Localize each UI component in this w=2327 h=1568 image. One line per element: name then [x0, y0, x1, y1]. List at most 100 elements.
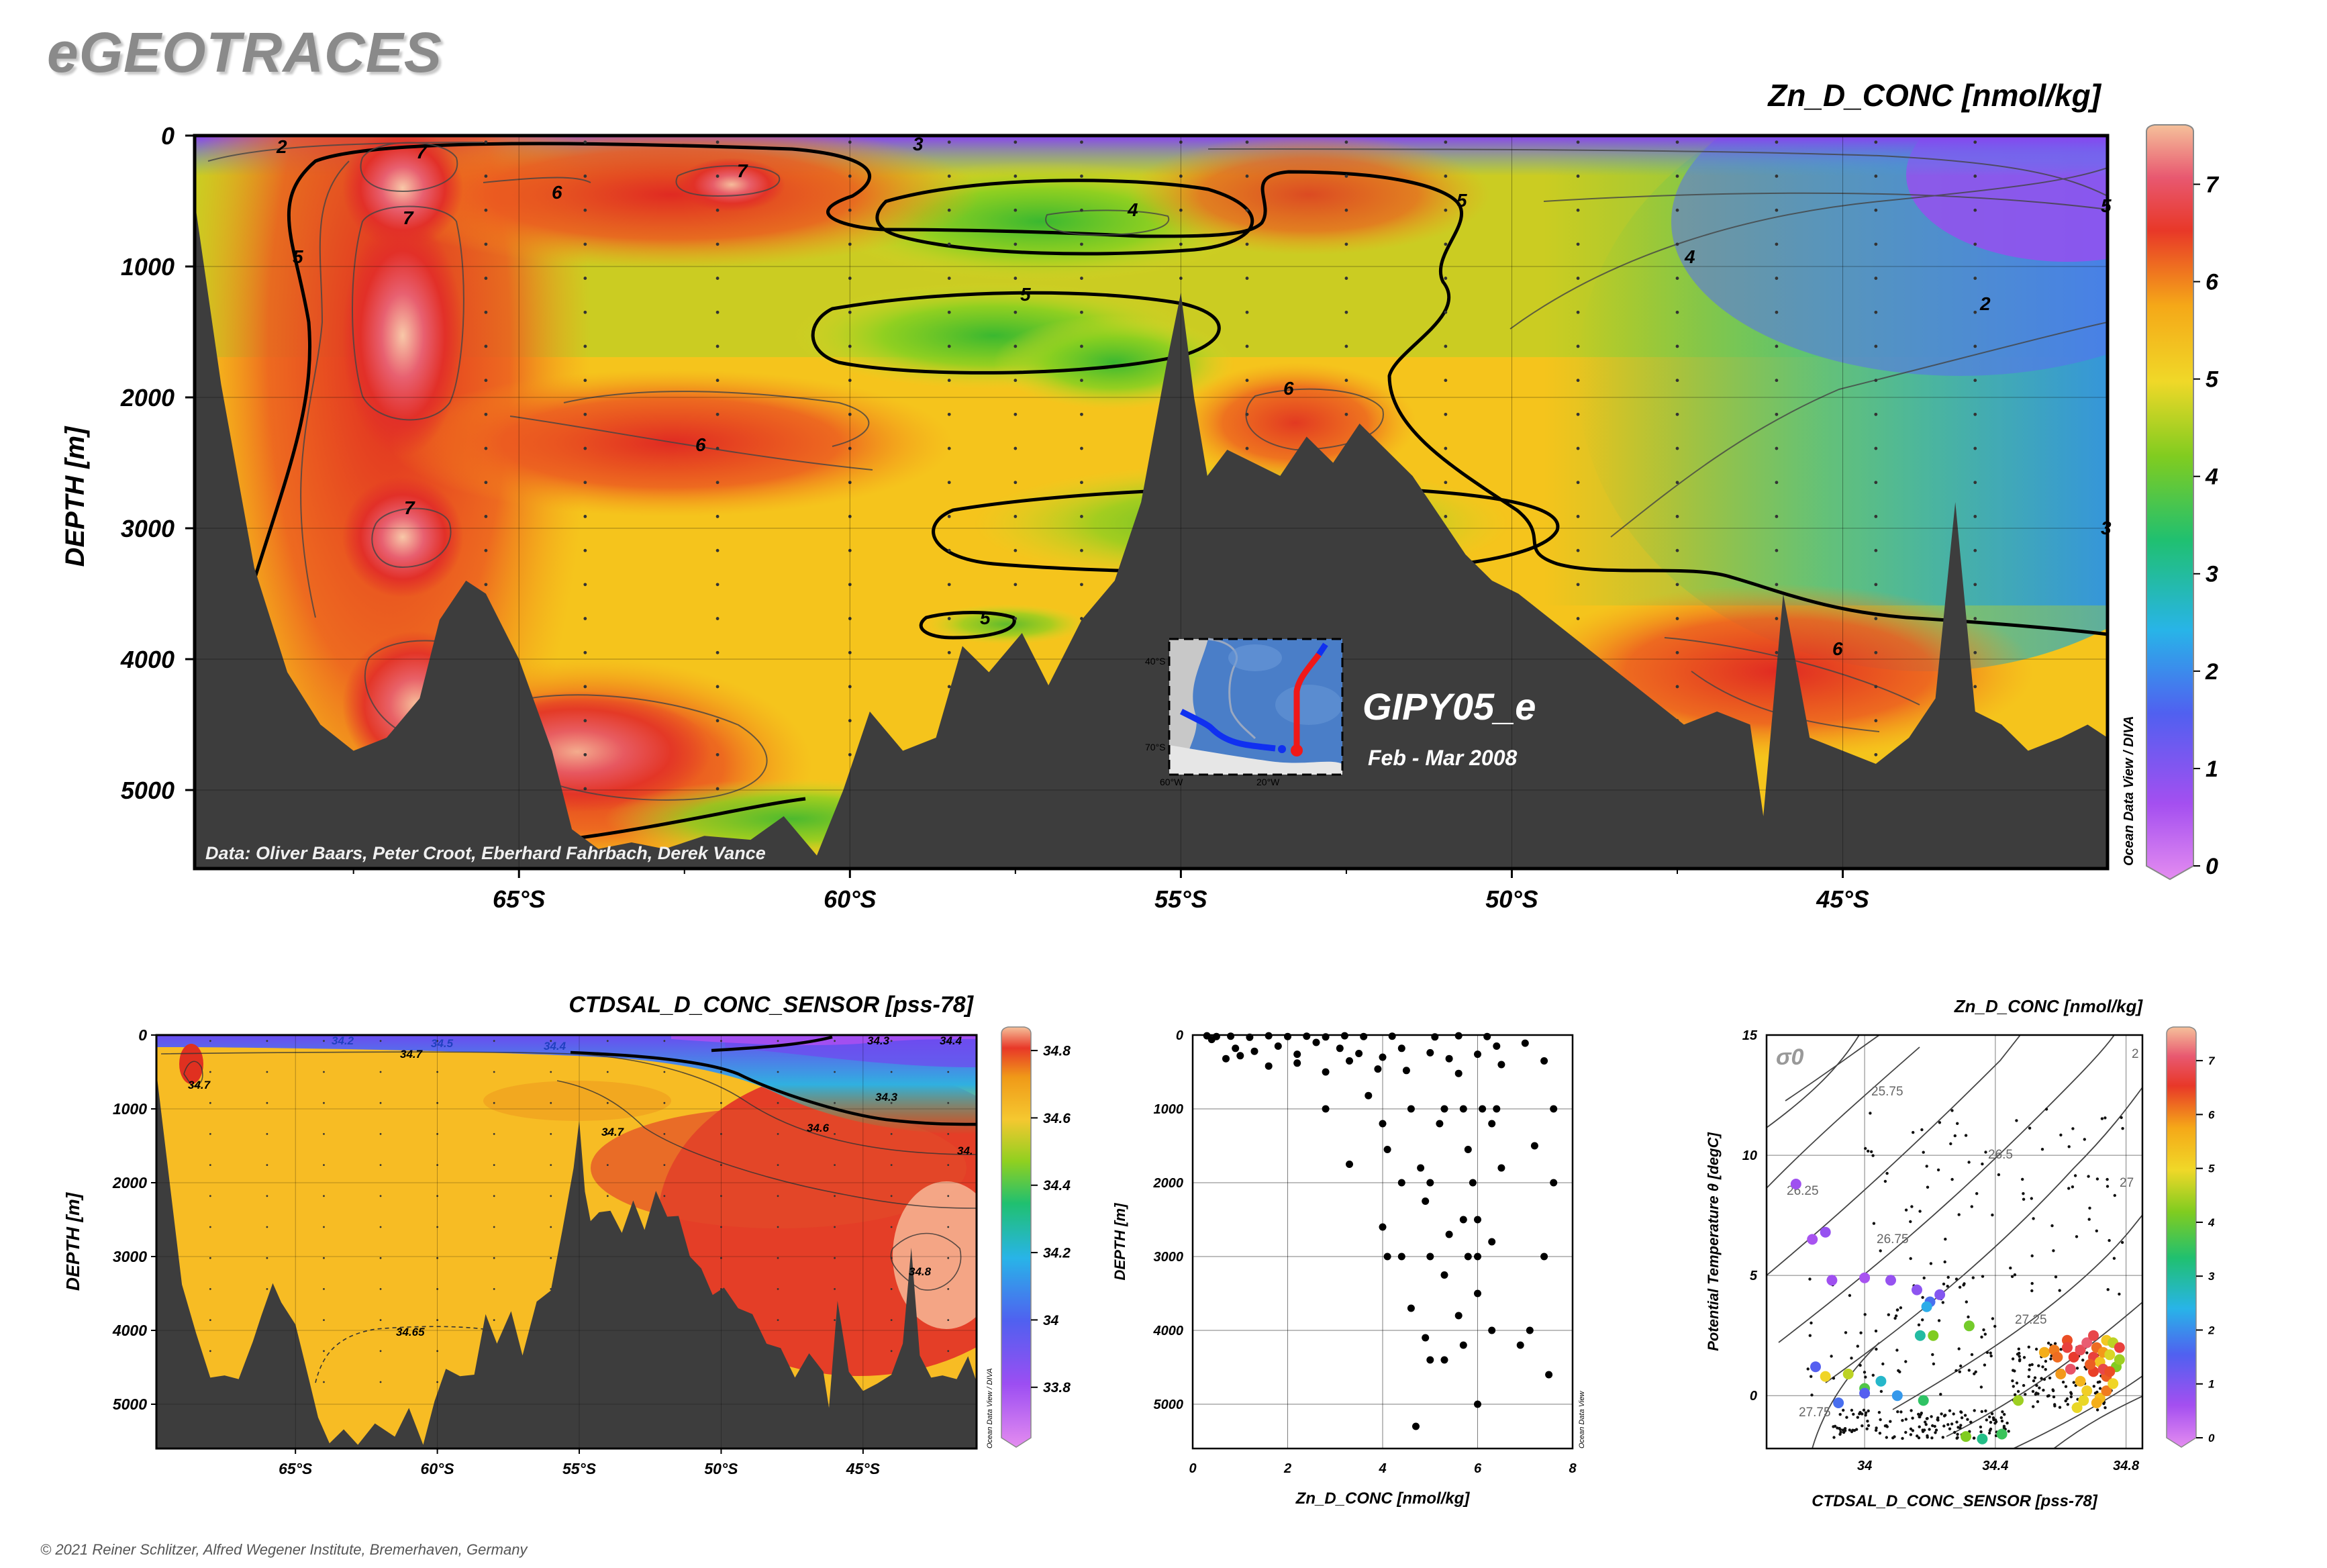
sample-marker: [947, 208, 951, 212]
profile-point: [1440, 1271, 1448, 1279]
ts-sample: [1942, 1414, 1946, 1418]
profile-point: [1379, 1120, 1387, 1128]
profile-point: [1454, 1312, 1463, 1320]
sample-marker: [1775, 617, 1779, 620]
ts-sample: [1954, 1369, 1958, 1373]
sample-marker: [834, 1164, 836, 1166]
contour-label: 34.3: [875, 1091, 898, 1104]
ts-sample: [1808, 1277, 1812, 1281]
ts-sample: [1881, 1362, 1885, 1366]
x-tick-label: 65°S: [279, 1460, 313, 1477]
ts-sample: [1810, 1393, 1814, 1397]
sample-marker: [1973, 277, 1977, 280]
sample-marker: [947, 1164, 950, 1166]
ts-sample: [1917, 1323, 1921, 1327]
sample-marker: [493, 1133, 495, 1135]
main-ylabel: DEPTH [m]: [60, 426, 90, 567]
profile-point: [1379, 1223, 1387, 1231]
ts-zn-point: [1891, 1390, 1903, 1402]
ts-sample: [1940, 1412, 1943, 1416]
ts-sample: [1929, 1262, 1933, 1265]
sample-marker: [379, 1350, 382, 1353]
sample-marker: [715, 719, 720, 723]
ts-zn-point: [2104, 1349, 2116, 1361]
sample-marker: [1179, 175, 1183, 178]
sample-marker: [848, 175, 852, 178]
sample-marker: [1675, 685, 1679, 689]
ts-sample: [1867, 1409, 1870, 1413]
ts-sample: [1936, 1168, 1940, 1172]
ts-sample: [1952, 1412, 1955, 1416]
profile-point: [1426, 1253, 1434, 1261]
sample-marker: [947, 1288, 950, 1290]
ts-sample: [2081, 1359, 2085, 1362]
salinity-section-plot: CTDSAL_D_CONC_SENSOR [pss-78] DEPTH [m]: [62, 992, 1071, 1477]
sample-marker: [777, 1164, 779, 1166]
ts-sample: [1832, 1425, 1835, 1428]
colorbar-tick-label: 34: [1043, 1313, 1059, 1328]
ts-zn-point: [2013, 1395, 2024, 1406]
ts-sample: [1921, 1318, 1924, 1322]
ts-sample: [2013, 1369, 2016, 1373]
sample-marker: [1973, 208, 1977, 212]
contour-label: 6: [1832, 638, 1843, 659]
ts-sample: [1934, 1428, 1938, 1432]
sample-marker: [484, 446, 488, 450]
profile-point: [1540, 1057, 1548, 1065]
colorbar-tick-label: 33.8: [1043, 1380, 1071, 1395]
ts-sample: [2016, 1389, 2020, 1393]
profile-point: [1232, 1044, 1240, 1052]
sample-marker: [484, 515, 488, 518]
sample-marker: [947, 515, 951, 518]
ts-sample: [2011, 1357, 2015, 1361]
ts-zn-point: [2081, 1385, 2093, 1396]
sample-marker: [379, 1319, 382, 1321]
ts-sample: [1864, 1414, 1867, 1417]
ts-sample: [1931, 1353, 1934, 1357]
ts-sample: [1909, 1427, 1913, 1430]
ts-sample: [1877, 1411, 1881, 1414]
colorbar-tick-label: 3: [2206, 562, 2218, 587]
ts-sample: [2030, 1197, 2033, 1200]
sample-marker: [848, 515, 852, 518]
sample-marker: [947, 1350, 950, 1353]
main-colorbar: 0 1 2 3 4 5 6 7: [2146, 124, 2220, 881]
sample-marker: [1973, 446, 1977, 450]
contour-label: 5: [980, 607, 991, 628]
ts-sample: [1960, 1416, 1964, 1420]
ts-sample: [1844, 1331, 1848, 1334]
ts-sample: [1848, 1293, 1852, 1297]
ts-sample: [1944, 1237, 1947, 1241]
sample-marker: [834, 1257, 836, 1259]
sample-marker: [436, 1101, 439, 1104]
ts-sample: [1856, 1416, 1859, 1419]
sample-marker: [484, 344, 488, 348]
y-tick-label: 5: [1750, 1269, 1758, 1283]
ts-sample: [2017, 1347, 2020, 1351]
ts-sample: [1939, 1393, 1942, 1396]
sample-marker: [1013, 583, 1018, 587]
ts-zn-point: [1918, 1395, 1929, 1406]
profile-point: [1474, 1216, 1481, 1224]
ts-sample: [1967, 1315, 1970, 1319]
ts-sample: [1989, 1351, 1992, 1355]
copyright-notice: © 2021 Reiner Schlitzer, Alfred Wegener …: [40, 1541, 528, 1558]
sample-marker: [1080, 175, 1083, 178]
sample-marker: [1444, 481, 1448, 485]
x-tick-label: 55°S: [1154, 885, 1207, 913]
sample-marker: [663, 1195, 666, 1197]
sample-marker: [1080, 548, 1083, 552]
ts-zn-point: [1934, 1289, 1946, 1300]
sample-marker: [1874, 175, 1878, 178]
ts-sample: [2012, 1385, 2015, 1388]
contour-label: 7: [404, 497, 415, 518]
sample-marker: [583, 719, 587, 723]
ts-zn-point: [2075, 1344, 2086, 1356]
sample-marker: [947, 583, 951, 587]
sample-marker: [777, 1226, 779, 1228]
contour-label: 7: [737, 160, 748, 181]
ts-sample: [1963, 1414, 1967, 1417]
ts-sample: [1941, 1436, 1944, 1439]
isopycnal-label: 27.25: [2015, 1313, 2047, 1327]
profile-plot: 0 2 4 6 8 0 1000 2000 3000 4000 5000 Zn_D_CONC [nm…: [1111, 1028, 1586, 1508]
